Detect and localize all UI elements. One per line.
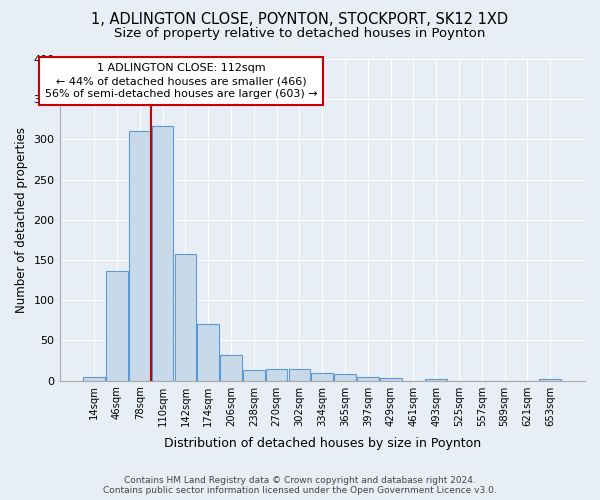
Text: 1, ADLINGTON CLOSE, POYNTON, STOCKPORT, SK12 1XD: 1, ADLINGTON CLOSE, POYNTON, STOCKPORT, … [91, 12, 509, 28]
Bar [106, 272, 128, 380]
Bar [175, 254, 196, 380]
Text: Size of property relative to detached houses in Poynton: Size of property relative to detached ho… [115, 28, 485, 40]
Bar [357, 378, 379, 380]
Text: Contains HM Land Registry data © Crown copyright and database right 2024.
Contai: Contains HM Land Registry data © Crown c… [103, 476, 497, 495]
Bar [197, 324, 219, 380]
Bar [220, 355, 242, 380]
Y-axis label: Number of detached properties: Number of detached properties [15, 127, 28, 313]
Bar [152, 126, 173, 380]
Bar [129, 130, 151, 380]
Bar [266, 368, 287, 380]
Bar [311, 372, 333, 380]
Bar [539, 379, 561, 380]
Bar [380, 378, 401, 380]
Text: 1 ADLINGTON CLOSE: 112sqm
← 44% of detached houses are smaller (466)
56% of semi: 1 ADLINGTON CLOSE: 112sqm ← 44% of detac… [44, 63, 317, 100]
Bar [334, 374, 356, 380]
Bar [289, 368, 310, 380]
Bar [425, 379, 447, 380]
Bar [83, 378, 105, 380]
Bar [243, 370, 265, 380]
X-axis label: Distribution of detached houses by size in Poynton: Distribution of detached houses by size … [164, 437, 481, 450]
